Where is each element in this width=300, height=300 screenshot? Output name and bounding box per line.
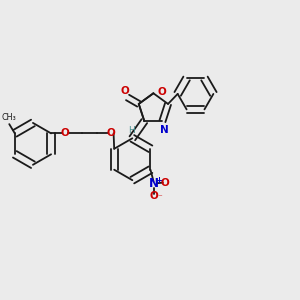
Text: O: O — [61, 128, 69, 138]
Text: N: N — [160, 125, 169, 135]
Text: O: O — [149, 191, 158, 201]
Text: N: N — [148, 177, 158, 190]
Text: O: O — [106, 128, 115, 138]
Text: H: H — [128, 127, 135, 136]
Text: O: O — [157, 87, 166, 97]
Text: O: O — [161, 178, 170, 188]
Text: +: + — [155, 176, 162, 185]
Text: ⁻: ⁻ — [158, 194, 163, 202]
Text: CH₃: CH₃ — [2, 113, 16, 122]
Text: O: O — [121, 85, 130, 96]
